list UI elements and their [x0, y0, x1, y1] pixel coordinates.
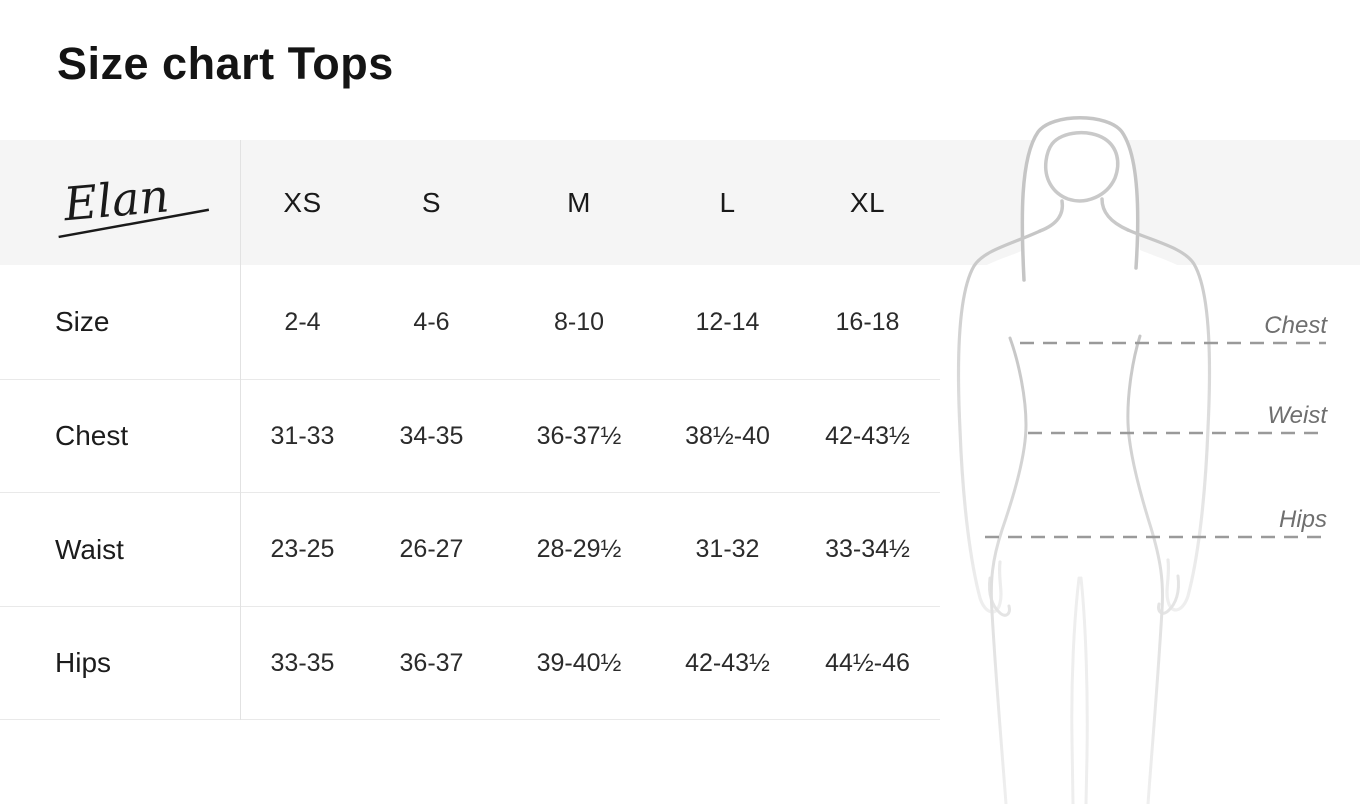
- column-header-xs: XS: [283, 186, 322, 218]
- table-column-divider: [240, 140, 241, 720]
- row-label-waist: Waist: [0, 493, 240, 607]
- chest-xs: 31-33: [240, 380, 365, 493]
- left-torso-leg-line: [989, 336, 1028, 804]
- right-hand: [1157, 574, 1180, 615]
- left-hand: [988, 576, 1011, 617]
- waist-l: 31-32: [660, 493, 795, 607]
- brand-logo-underline: [58, 208, 210, 238]
- chest-s: 34-35: [365, 380, 498, 493]
- size-xl: 16-18: [795, 265, 940, 380]
- left-arm-outline: [956, 229, 1042, 614]
- size-l: 12-14: [660, 265, 795, 380]
- chest-measure-label: Chest: [1264, 312, 1328, 339]
- brand-logo: Elan: [0, 140, 240, 265]
- right-arm-outline: [1126, 228, 1212, 612]
- brand-logo-text: Elan: [60, 168, 171, 231]
- hips-m: 39-40½: [498, 607, 660, 720]
- waist-xs: 23-25: [240, 493, 365, 607]
- column-header-l: L: [719, 186, 736, 218]
- size-s: 4-6: [365, 265, 498, 380]
- brand-logo-signature: Elan: [58, 168, 210, 238]
- column-header-s: S: [421, 186, 442, 218]
- chest-m: 36-37½: [498, 380, 660, 493]
- hips-xl: 44½-46: [795, 607, 940, 720]
- waist-xl: 33-34½: [795, 493, 940, 607]
- hips-l: 42-43½: [660, 607, 795, 720]
- size-chart-table: Elan XS S M L XL Size 2-4 4-6 8-10 12-14…: [0, 140, 940, 720]
- waist-measure-label: Weist: [1267, 402, 1328, 429]
- hips-xs: 33-35: [240, 607, 365, 720]
- page-title: Size chart Tops: [57, 38, 394, 89]
- row-label-chest: Chest: [0, 380, 240, 493]
- column-header-xl: XL: [849, 186, 886, 218]
- size-m: 8-10: [498, 265, 660, 380]
- right-torso-leg-line: [1126, 334, 1164, 804]
- waist-s: 26-27: [365, 493, 498, 607]
- waist-m: 28-29½: [498, 493, 660, 607]
- row-label-hips: Hips: [0, 607, 240, 720]
- column-header-m: M: [567, 186, 591, 218]
- chest-xl: 42-43½: [795, 380, 940, 493]
- row-label-size: Size: [0, 265, 240, 380]
- hips-s: 36-37: [365, 607, 498, 720]
- inner-leg-lines: [1070, 576, 1089, 804]
- chest-l: 38½-40: [660, 380, 795, 493]
- hips-measure-label: Hips: [1279, 506, 1327, 533]
- size-xs: 2-4: [240, 265, 365, 380]
